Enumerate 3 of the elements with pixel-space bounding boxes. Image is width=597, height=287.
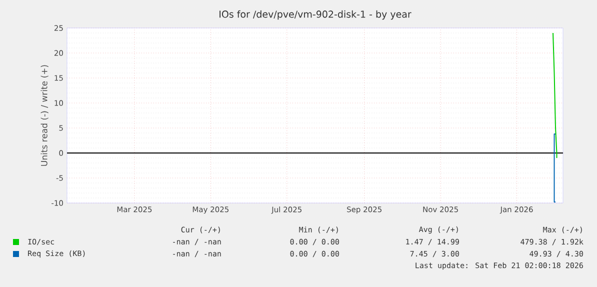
chart-title: IOs for /dev/pve/vm-902-disk-1 - by year: [220, 10, 412, 20]
y-axis-title: Units read (-) / write (+): [40, 65, 48, 166]
line-series: [552, 32, 558, 158]
